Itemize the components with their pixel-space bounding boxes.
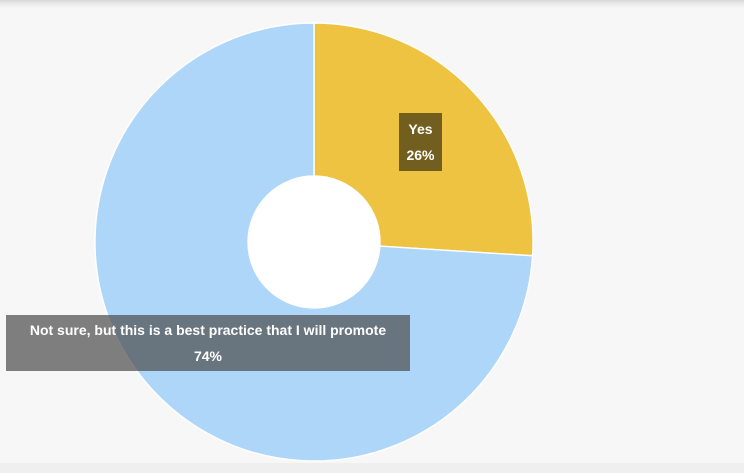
yes-percentage: 26%: [406, 147, 435, 163]
not-sure-label-text: Not sure, but this is a best practice th…: [29, 322, 387, 338]
not-sure-percentage: 74%: [193, 348, 223, 364]
donut-hole: [248, 176, 380, 308]
top-shadow: [0, 0, 744, 8]
yes-slice-label: Yes 26%: [399, 113, 442, 171]
bottom-band: [0, 463, 744, 473]
not-sure-slice-label: Not sure, but this is a best practice th…: [6, 315, 410, 371]
yes-label-text: Yes: [408, 121, 433, 137]
